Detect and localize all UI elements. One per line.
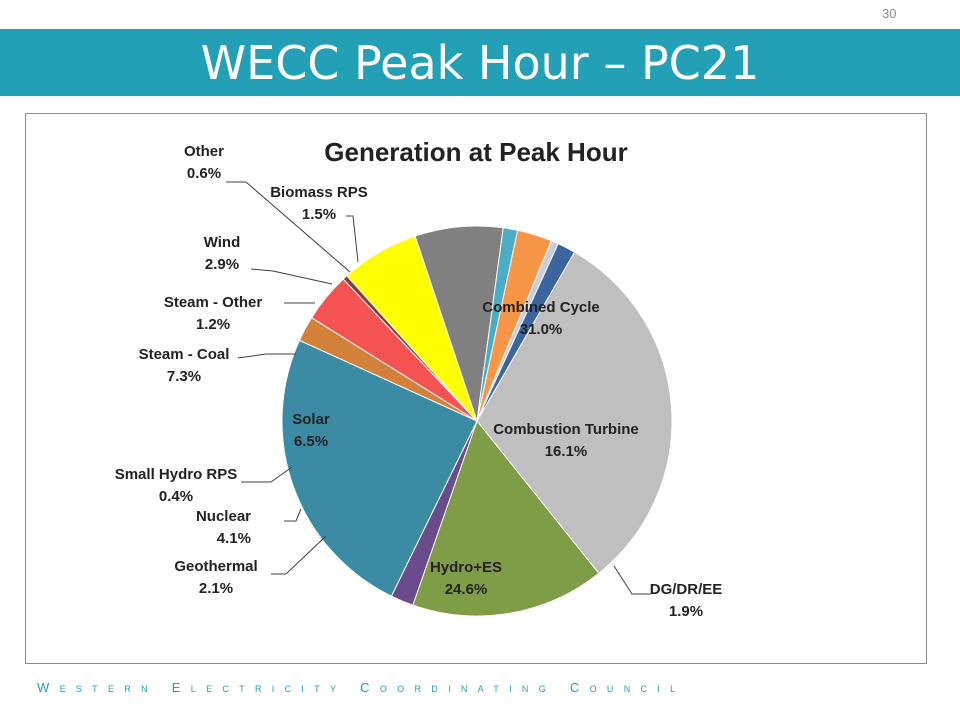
leader-line-steam-coal xyxy=(237,353,296,359)
slice-label-name: Nuclear xyxy=(196,508,251,525)
slice-label-biomass-rps: Biomass RPS 1.5% xyxy=(270,184,368,223)
slice-label-value: 1.9% xyxy=(669,603,703,620)
pie-slice-biomass-rps xyxy=(476,243,576,422)
slice-label-value: 4.1% xyxy=(217,530,251,547)
slice-label-name: Combined Cycle xyxy=(482,299,600,316)
leader-line-dg-dr-ee xyxy=(613,565,651,595)
slice-label-name: Steam - Other xyxy=(164,294,263,311)
chart-frame: Generation at Peak Hour Combined Cycle 31… xyxy=(25,113,927,664)
slice-label-name: Hydro+ES xyxy=(430,559,502,576)
leader-line-wind xyxy=(250,268,333,285)
slice-label-name: Biomass RPS xyxy=(270,184,368,201)
pie-slice-hydro-es xyxy=(281,339,478,597)
pie-slice-combined-cycle xyxy=(476,251,673,575)
slice-label-value: 2.9% xyxy=(205,256,239,273)
slice-label-value: 1.5% xyxy=(302,206,336,223)
slice-label-name: Geothermal xyxy=(174,558,257,575)
slice-label-wind: Wind 2.9% xyxy=(204,234,241,273)
slice-label-dg-dr-ee: DG/DR/EE 1.9% xyxy=(650,581,723,620)
slice-label-name: Solar xyxy=(292,411,330,428)
slice-label-value: 2.1% xyxy=(199,580,233,597)
slice-labels: Combined Cycle 31.0% Combustion Turbine 16.… xyxy=(115,143,723,620)
leader-line-other xyxy=(226,181,351,273)
leader-line-nuclear xyxy=(284,508,302,522)
slice-label-name: Wind xyxy=(204,234,241,251)
leader-line-small-hydro-rps xyxy=(241,466,293,483)
slice-label-steam-other: Steam - Other 1.2% xyxy=(164,294,263,333)
title-bar: WECC Peak Hour – PC21 xyxy=(0,29,960,96)
slice-label-name: Small Hydro RPS xyxy=(115,466,238,483)
slice-label-geothermal: Geothermal 2.1% xyxy=(174,558,257,597)
slice-label-hydro-es: Hydro+ES 24.6% xyxy=(430,559,502,598)
slice-label-combustion-turbine: Combustion Turbine 16.1% xyxy=(493,421,639,460)
slide-title: WECC Peak Hour – PC21 xyxy=(200,35,760,90)
slice-label-value: 16.1% xyxy=(545,443,588,460)
slice-label-steam-coal: Steam - Coal 7.3% xyxy=(139,346,230,385)
slice-label-value: 7.3% xyxy=(167,368,201,385)
slice-label-combined-cycle: Combined Cycle 31.0% xyxy=(482,299,600,338)
slice-label-value: 1.2% xyxy=(196,316,230,333)
slice-label-small-hydro-rps: Small Hydro RPS 0.4% xyxy=(115,466,238,505)
pie-slice-combustion-turbine xyxy=(412,419,600,617)
slice-label-value: 0.6% xyxy=(187,165,221,182)
pie-chart: Generation at Peak Hour Combined Cycle 31… xyxy=(115,137,723,620)
pie-slices xyxy=(281,225,673,617)
slice-label-other: Other 0.6% xyxy=(184,143,224,182)
footer-council-name: Western Electricity Coordinating Council xyxy=(37,680,686,695)
slice-label-value: 6.5% xyxy=(294,433,328,450)
slice-label-name: DG/DR/EE xyxy=(650,581,723,598)
leader-line-biomass-rps xyxy=(346,215,359,263)
leader-lines xyxy=(226,181,651,595)
slice-label-value: 0.4% xyxy=(159,488,193,505)
slice-label-name: Steam - Coal xyxy=(139,346,230,363)
slice-label-nuclear: Nuclear 4.1% xyxy=(196,508,251,547)
slice-label-name: Other xyxy=(184,143,224,160)
chart-title: Generation at Peak Hour xyxy=(324,137,627,167)
page-number: 30 xyxy=(882,6,897,21)
slice-label-value: 24.6% xyxy=(445,581,488,598)
slice-label-value: 31.0% xyxy=(520,321,563,338)
slice-label-solar: Solar 6.5% xyxy=(292,411,330,450)
leader-line-geothermal xyxy=(271,535,327,575)
slice-label-name: Combustion Turbine xyxy=(493,421,639,438)
